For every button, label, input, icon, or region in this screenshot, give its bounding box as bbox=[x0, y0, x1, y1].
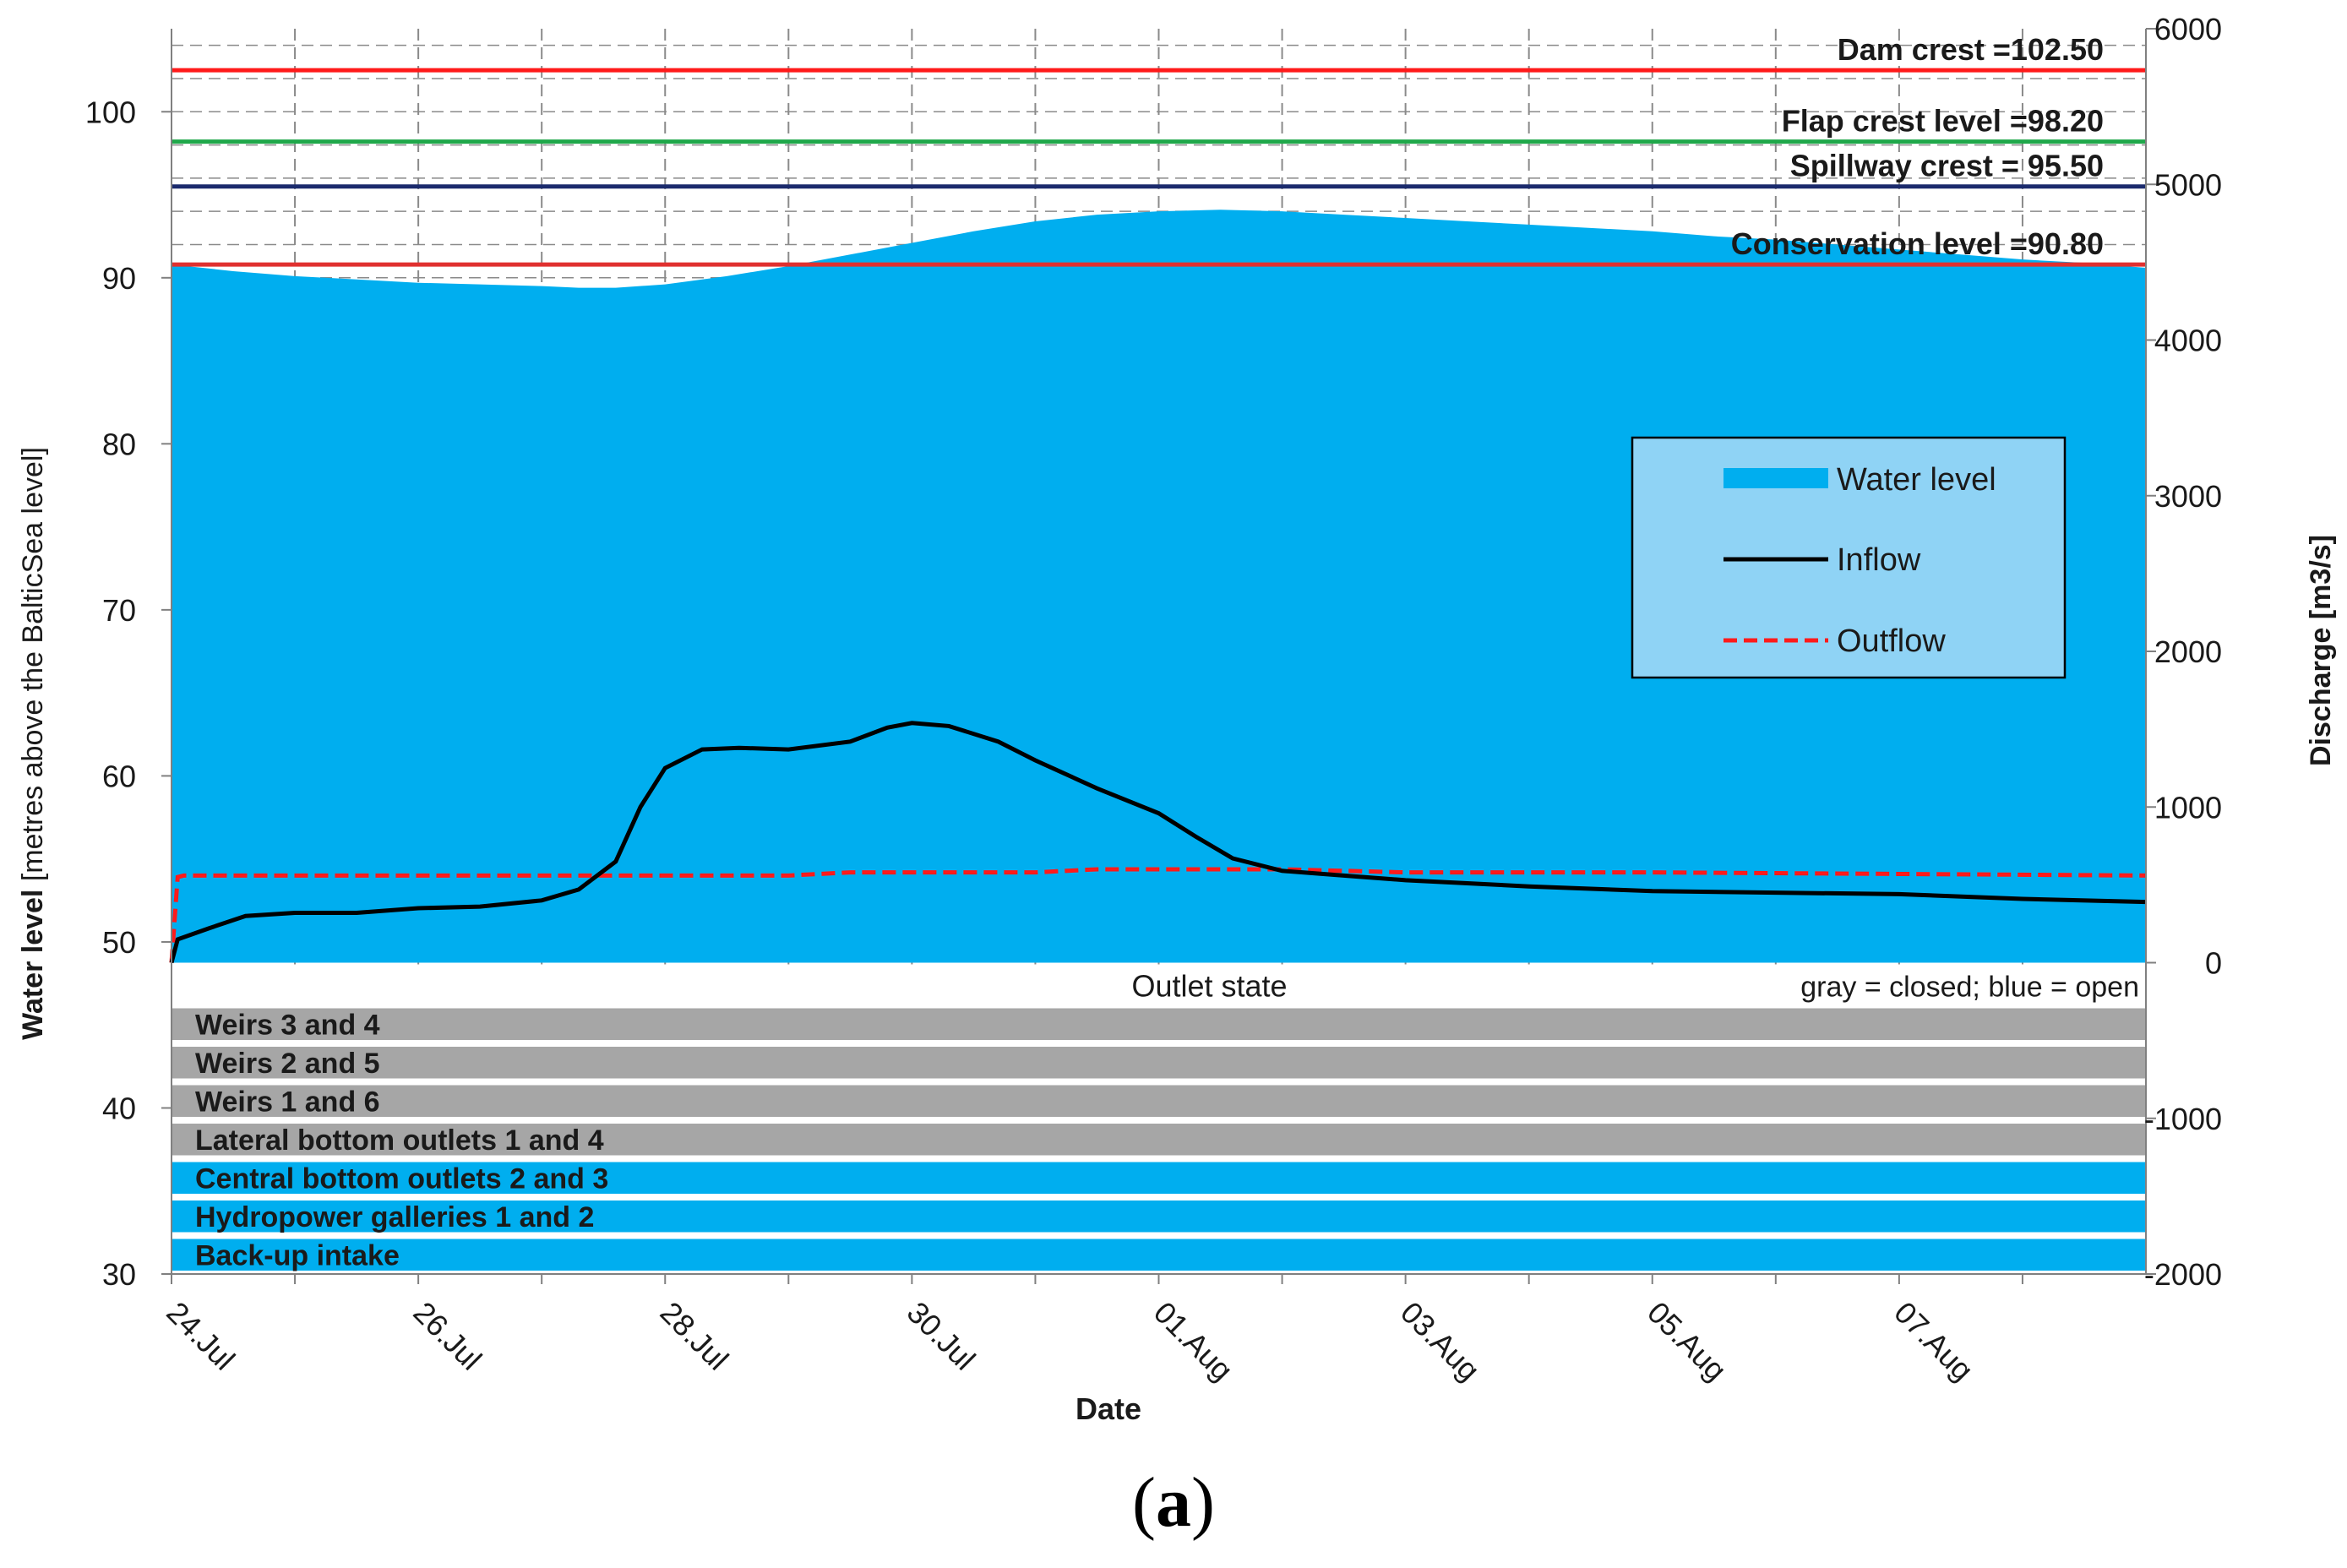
outlet-row-label: Central bottom outlets 2 and 3 bbox=[195, 1162, 608, 1195]
outlet-state-key: gray = closed; blue = open bbox=[1800, 972, 2139, 1004]
x-tick-label: 30.Jul bbox=[901, 1295, 983, 1377]
right-axis-title: Discharge [m3/s] bbox=[2305, 535, 2337, 766]
outlet-row-label: Lateral bottom outlets 1 and 4 bbox=[195, 1124, 604, 1157]
outflow-line bbox=[169, 867, 2147, 963]
discharge-series bbox=[169, 721, 2147, 964]
left-tick-label: 40 bbox=[102, 1091, 136, 1125]
legend-label-inflow: Inflow bbox=[1837, 542, 1921, 578]
left-tick-label: 30 bbox=[102, 1257, 136, 1292]
outlet-row-bar bbox=[172, 1047, 2146, 1079]
outlet-state-panel: Outlet state gray = closed; blue = open We… bbox=[172, 964, 2146, 1274]
reference-line-label: Flap crest level =98.20 bbox=[1782, 104, 2104, 139]
right-tick-label: -2000 bbox=[2144, 1257, 2222, 1292]
right-tick-label: 5000 bbox=[2154, 167, 2222, 202]
outlet-row-label: Hydropower galleries 1 and 2 bbox=[195, 1201, 594, 1233]
right-tick-label: 0 bbox=[2205, 946, 2222, 981]
left-tick-label: 50 bbox=[102, 925, 136, 960]
outlet-row-label: Weirs 2 and 5 bbox=[195, 1048, 380, 1080]
x-tick-label: 07.Aug bbox=[1887, 1295, 1980, 1388]
x-tick-label: 03.Aug bbox=[1394, 1295, 1487, 1388]
legend-box bbox=[1631, 436, 2067, 679]
left-tick-label: 90 bbox=[102, 261, 136, 296]
x-tick-label: 28.Jul bbox=[654, 1295, 736, 1377]
water-level-layer bbox=[172, 210, 2146, 963]
x-tick-label: 26.Jul bbox=[406, 1295, 488, 1377]
left-tick-label: 80 bbox=[102, 427, 136, 461]
outlet-row-bar bbox=[172, 1239, 2146, 1271]
outlet-row-bar bbox=[172, 1200, 2146, 1233]
left-tick-label: 70 bbox=[102, 593, 136, 628]
reference-lines: Dam crest =102.50 Flap crest level =98.20… bbox=[172, 32, 2146, 267]
water-level-area bbox=[172, 210, 2146, 963]
left-axis-title: Water level [metres above the BalticSea … bbox=[17, 447, 49, 1040]
reference-line-label: Spillway crest = 95.50 bbox=[1790, 149, 2104, 183]
right-tick-label: -1000 bbox=[2144, 1102, 2222, 1136]
right-tick-label: 4000 bbox=[2154, 324, 2222, 358]
outlet-state-title: Outlet state bbox=[1131, 969, 1287, 1004]
outlet-row-bar bbox=[172, 1085, 2146, 1117]
inflow-line bbox=[169, 721, 2147, 964]
outlet-row-bar bbox=[172, 1008, 2146, 1040]
right-tick-label: 3000 bbox=[2154, 479, 2222, 514]
legend-swatch-water-level bbox=[1723, 468, 1828, 488]
reference-line-label: Dam crest =102.50 bbox=[1838, 32, 2104, 67]
left-tick-label: 100 bbox=[85, 95, 136, 129]
x-axis-title: Date bbox=[1075, 1391, 1141, 1426]
x-tick-label: 24.Jul bbox=[160, 1295, 242, 1377]
outlet-row-label: Weirs 3 and 4 bbox=[195, 1009, 380, 1041]
x-tick-label: 01.Aug bbox=[1147, 1295, 1240, 1388]
left-axis-title-bold: Water level bbox=[17, 890, 49, 1040]
right-tick-label: 6000 bbox=[2154, 12, 2222, 46]
legend-label-outflow: Outflow bbox=[1837, 623, 1946, 659]
x-tick-label: 05.Aug bbox=[1641, 1295, 1734, 1388]
legend: Water level Inflow Outflow bbox=[1631, 436, 2067, 679]
outlet-row-bar bbox=[172, 1124, 2146, 1156]
caption-letter: a bbox=[1156, 1463, 1191, 1542]
outlet-row-label: Back-up intake bbox=[195, 1239, 400, 1271]
reference-line-label: Conservation level =90.80 bbox=[1731, 226, 2104, 261]
left-axis-title-rest: [metres above the BalticSea level] bbox=[17, 447, 49, 890]
right-tick-label: 1000 bbox=[2154, 790, 2222, 825]
left-tick-label: 60 bbox=[102, 759, 136, 793]
right-tick-label: 2000 bbox=[2154, 634, 2222, 669]
outlet-row-label: Weirs 1 and 6 bbox=[195, 1086, 380, 1118]
legend-label-water-level: Water level bbox=[1837, 462, 1996, 498]
outlet-row-bar bbox=[172, 1162, 2146, 1194]
figure-caption: (a) bbox=[1132, 1463, 1215, 1542]
